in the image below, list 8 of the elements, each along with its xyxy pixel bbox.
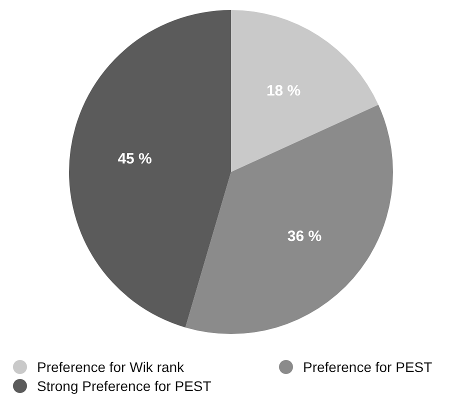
data-label: 45 % xyxy=(118,150,152,168)
legend-label: Preference for PEST xyxy=(303,358,433,375)
legend-label: Preference for Wik rank xyxy=(37,358,186,375)
pie-slice xyxy=(69,10,231,328)
pie-slice xyxy=(185,104,393,334)
pie-slice xyxy=(231,10,378,172)
data-label: 36 % xyxy=(287,228,322,245)
legend-label: Strong Preference for PEST xyxy=(37,378,212,394)
